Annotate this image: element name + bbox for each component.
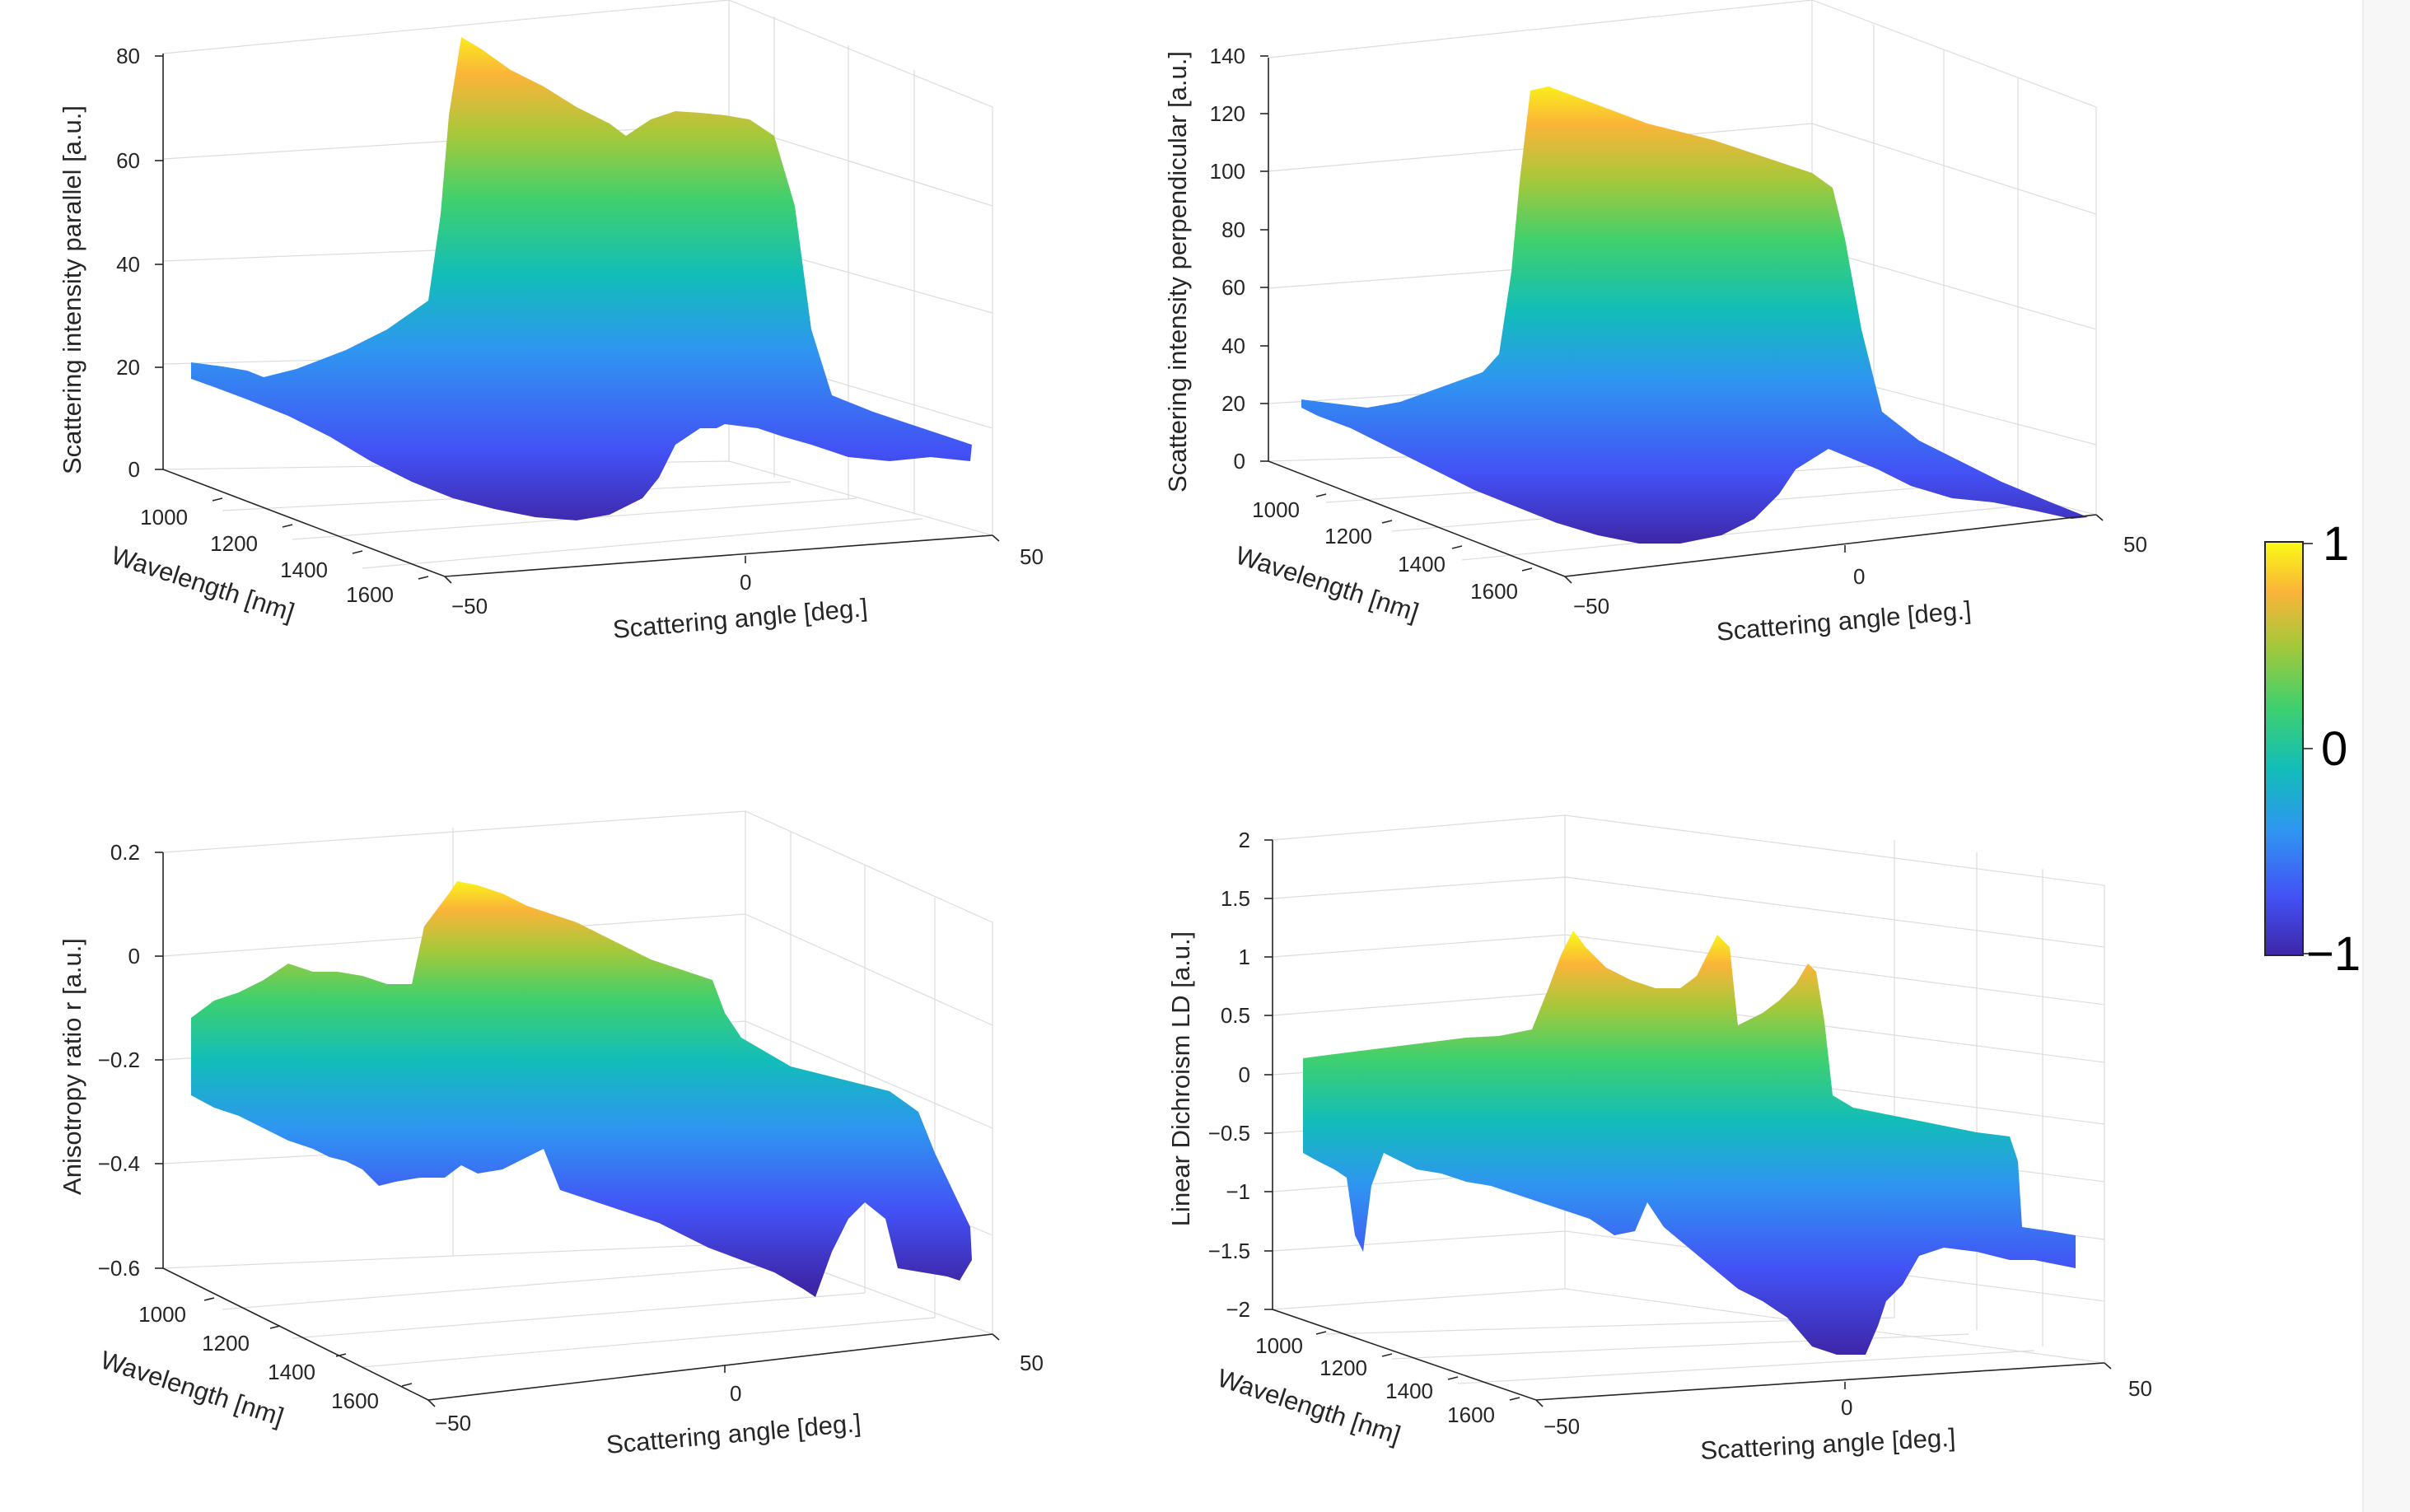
x-axis-label-perpendicular: Scattering angle [deg.]	[1716, 595, 1973, 646]
x-tick: −50	[1544, 1414, 1580, 1439]
x-tick: 50	[2128, 1376, 2152, 1401]
z-axis-label-perpendicular: Scattering intensity perpendicular [a.u.…	[1163, 51, 1192, 492]
x-tick: −50	[451, 594, 488, 618]
y-tick: 1600	[1447, 1402, 1495, 1427]
x-tick: 50	[1020, 1351, 1044, 1375]
z-tick: 0	[1239, 1062, 1250, 1087]
x-tick: 0	[730, 1381, 741, 1406]
y-ticks-parallel: 1000 1200 1400 1600	[140, 505, 394, 607]
y-tick: 1000	[138, 1302, 186, 1327]
x-tick: 50	[1020, 544, 1044, 569]
y-tick: 1000	[140, 505, 188, 530]
colorbar-tick: −1	[2306, 927, 2361, 981]
z-tick: 80	[1221, 217, 1245, 242]
z-tick: 1.5	[1221, 886, 1250, 911]
x-ticks-perpendicular: −50 0 50	[1573, 532, 2147, 618]
x-tick: −50	[435, 1411, 471, 1435]
x-tick: 0	[1853, 564, 1865, 589]
y-tick: 1400	[1385, 1379, 1433, 1403]
y-tick: 1200	[1324, 524, 1372, 548]
surface-perpendicular	[1301, 86, 2088, 544]
z-tick: −2	[1226, 1297, 1250, 1322]
z-ticks-dichroism: 2 1.5 1 0.5 0 −0.5 −1 −1.5 −2	[1208, 828, 1250, 1322]
y-ticks-dichroism: 1000 1200 1400 1600	[1255, 1333, 1495, 1427]
y-axis-label-parallel: Wavelength [nm]	[108, 540, 298, 627]
y-tick: 1400	[280, 558, 328, 582]
z-tick: 0.2	[110, 840, 140, 865]
z-tick: 80	[116, 44, 140, 68]
z-tick: −0.5	[1208, 1121, 1250, 1146]
y-tick: 1600	[346, 582, 394, 607]
colorbar-gradient	[2264, 541, 2304, 956]
x-ticks-anisotropy: −50 0 50	[435, 1351, 1044, 1435]
x-tick: 50	[2123, 532, 2147, 557]
window-edge	[2362, 0, 2410, 1512]
z-ticks-anisotropy: 0.2 0 −0.2 −0.4 −0.6	[98, 840, 140, 1281]
x-tick: 0	[740, 570, 751, 595]
z-tick: 0.5	[1221, 1003, 1250, 1028]
y-ticks-anisotropy: 1000 1200 1400 1600	[138, 1302, 379, 1413]
panel-dichroism: 2 1.5 1 0.5 0 −0.5 −1 −1.5 −2 1000 1200 …	[1166, 814, 2152, 1465]
z-tick: 120	[1210, 101, 1245, 126]
panel-parallel: 0 20 40 60 80 1000 1200 1400 1600 −50 0 …	[58, 0, 1044, 644]
x-tick: 0	[1841, 1395, 1852, 1420]
x-axis-label-anisotropy: Scattering angle [deg.]	[605, 1408, 862, 1459]
x-ticks-parallel: −50 0 50	[451, 544, 1044, 618]
y-tick: 1200	[202, 1331, 250, 1356]
y-tick: 1000	[1252, 497, 1300, 522]
y-axis-label-anisotropy: Wavelength [nm]	[97, 1345, 287, 1431]
surface-anisotropy	[191, 881, 972, 1297]
z-ticks-parallel: 0 20 40 60 80	[116, 44, 140, 482]
colorbar-tick: 0	[2321, 722, 2347, 776]
z-tick: 1	[1239, 945, 1250, 969]
z-axis-label-anisotropy: Anisotropy ratio r [a.u.]	[58, 938, 86, 1195]
y-tick: 1400	[268, 1360, 315, 1384]
y-axis-label-perpendicular: Wavelength [nm]	[1232, 540, 1422, 627]
x-tick: −50	[1573, 594, 1609, 618]
z-tick: 60	[1221, 275, 1245, 300]
y-tick: 1200	[1319, 1356, 1367, 1380]
y-tick: 1400	[1398, 552, 1446, 576]
surface-parallel	[191, 37, 972, 520]
y-ticks-perpendicular: 1000 1200 1400 1600	[1252, 497, 1518, 604]
x-axis-label-parallel: Scattering angle [deg.]	[612, 593, 869, 644]
z-tick: 0	[128, 457, 140, 482]
z-tick: −0.6	[98, 1256, 140, 1281]
y-tick: 1200	[210, 531, 258, 556]
x-axis-label-dichroism: Scattering angle [deg.]	[1700, 1423, 1957, 1465]
z-tick: −0.2	[98, 1048, 140, 1072]
x-ticks-dichroism: −50 0 50	[1544, 1376, 2152, 1439]
z-tick: 20	[1221, 391, 1245, 416]
surface-dichroism	[1303, 931, 2076, 1355]
z-tick: 40	[1221, 334, 1245, 358]
panel-perpendicular: 0 20 40 60 80 100 120 140 1000 1200 1400…	[1163, 0, 2147, 646]
y-axis-label-dichroism: Wavelength [nm]	[1214, 1363, 1404, 1449]
z-tick: 2	[1239, 828, 1250, 852]
z-axis-label-dichroism: Linear Dichroism LD [a.u.]	[1166, 931, 1195, 1226]
y-tick: 1600	[331, 1388, 379, 1413]
z-tick: 40	[116, 252, 140, 277]
z-tick: 140	[1210, 44, 1245, 68]
y-tick: 1000	[1255, 1333, 1303, 1358]
z-axis-label-parallel: Scattering intensity parallel [a.u.]	[58, 105, 86, 474]
z-tick: 60	[116, 148, 140, 173]
panel-anisotropy: 0.2 0 −0.2 −0.4 −0.6 1000 1200 1400 1600…	[58, 810, 1044, 1459]
axes-dichroism	[1264, 839, 2112, 1407]
axes-anisotropy	[155, 852, 1000, 1407]
z-tick: 0	[1234, 449, 1245, 474]
z-tick: −0.4	[98, 1151, 140, 1176]
z-tick: −1.5	[1208, 1239, 1250, 1263]
z-ticks-perpendicular: 0 20 40 60 80 100 120 140	[1210, 44, 1245, 474]
z-tick: 0	[128, 944, 140, 968]
z-tick: −1	[1226, 1179, 1250, 1204]
axes-parallel	[155, 54, 1000, 584]
axes-perpendicular	[1260, 55, 2104, 584]
z-tick: 20	[116, 355, 140, 380]
y-tick: 1600	[1470, 579, 1518, 604]
z-tick: 100	[1210, 159, 1245, 184]
colorbar: 1 0 −1	[2264, 517, 2361, 981]
colorbar-tick: 1	[2323, 517, 2349, 571]
